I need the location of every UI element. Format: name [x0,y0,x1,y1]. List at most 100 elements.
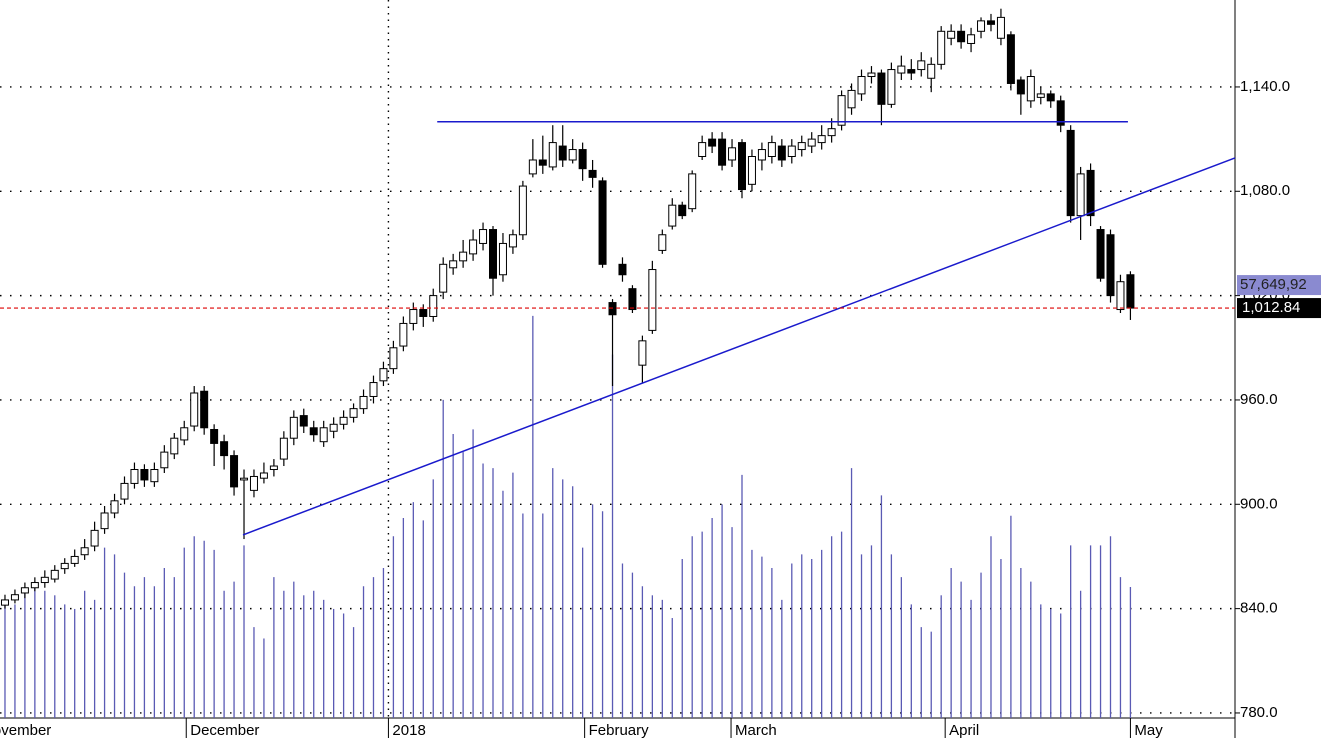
candle-body [538,159,547,166]
candle-body [1096,229,1105,279]
candle-body [618,263,627,276]
candle-body [299,415,308,427]
candle-body [1076,173,1085,217]
candle-body [638,340,647,366]
candle-body [558,145,567,161]
x-tick-label: May [1134,722,1163,739]
candle-body [498,242,507,276]
candle-body [947,30,956,39]
candle-body [369,382,378,397]
candle-body [1026,76,1035,102]
trend-line [242,157,1236,536]
y-tick-label: 780.0 [1240,704,1278,721]
candle-body [309,427,318,436]
candle-body [927,63,936,79]
candle-body [1086,169,1095,217]
candle-body [658,234,667,251]
candle-body [180,427,189,441]
candle-body [518,185,527,236]
candle-body [528,159,537,175]
volume-label: 57,649,92 [1240,276,1307,293]
x-tick-label: February [589,722,650,739]
candle-body [508,234,517,248]
candle-body [1126,274,1135,309]
candle-body [957,30,966,43]
candle-body [1106,234,1115,297]
candle-body [967,34,976,44]
candle-body [1006,34,1015,84]
candle-body [996,16,1005,39]
candle-body [249,475,258,491]
candle-body [887,69,896,105]
y-tick-label: 1,140.0 [1240,78,1290,95]
candle-body [210,429,219,444]
candle-body [259,472,268,479]
candle-body [30,582,39,589]
candle-body [319,427,328,443]
candle-body [60,562,69,570]
candle-body [807,138,816,147]
candle-body [429,295,438,317]
candle-body [40,576,49,584]
candle-body [1056,100,1065,126]
candle-body [379,368,388,382]
x-tick-label: November [0,722,51,739]
candle-body [130,469,139,484]
candle-body [578,149,587,170]
price-label: 1,012.84 [1242,299,1300,316]
x-tick-label: April [949,722,979,739]
x-tick-label: 2018 [392,722,425,739]
candle-body [100,512,109,530]
candle-body [389,347,398,370]
y-tick-label: 900.0 [1240,495,1278,512]
candle-body [329,423,338,432]
candle-body [140,469,149,481]
candle-body [80,547,89,556]
candle-body [588,169,597,178]
candle-body [698,142,707,158]
price-label-box [1237,298,1321,319]
candle-body [70,555,79,564]
candle-body [797,142,806,151]
candle-body [110,500,119,514]
candle-body [90,529,99,547]
candle-body [479,229,488,244]
candle-body [10,594,19,601]
candle-body [240,477,249,481]
y-tick-label: 960.0 [1240,391,1278,408]
candle-body [489,229,498,279]
candle-body [230,455,239,488]
candle-body [269,465,278,471]
candle-body [937,30,946,65]
candle-body [469,239,478,255]
candle-body [150,469,159,483]
candle-body [708,138,717,147]
candle-body [648,269,657,331]
candle-body [0,599,9,606]
candle-body [847,89,856,109]
candle-body [817,135,826,144]
candle-body [857,76,866,95]
candle-body [1036,93,1045,98]
candle-body [50,569,59,580]
candle-body [20,587,29,594]
candle-body [399,322,408,347]
candle-body [897,65,906,74]
y-tick-label: 840.0 [1240,600,1278,617]
candle-body [977,20,986,32]
candle-body [728,147,737,161]
candle-body [279,437,288,460]
candle-body [747,156,756,185]
candle-body [1016,79,1025,95]
candle-body [737,142,746,191]
candle-body [688,173,697,210]
candle-body [568,149,577,161]
candle-body [160,451,169,469]
volume-label-box [1237,275,1321,296]
y-tick-label: 1,080.0 [1240,182,1290,199]
candle-body [628,288,637,311]
candle-body [419,309,428,317]
candle-body [289,416,298,439]
